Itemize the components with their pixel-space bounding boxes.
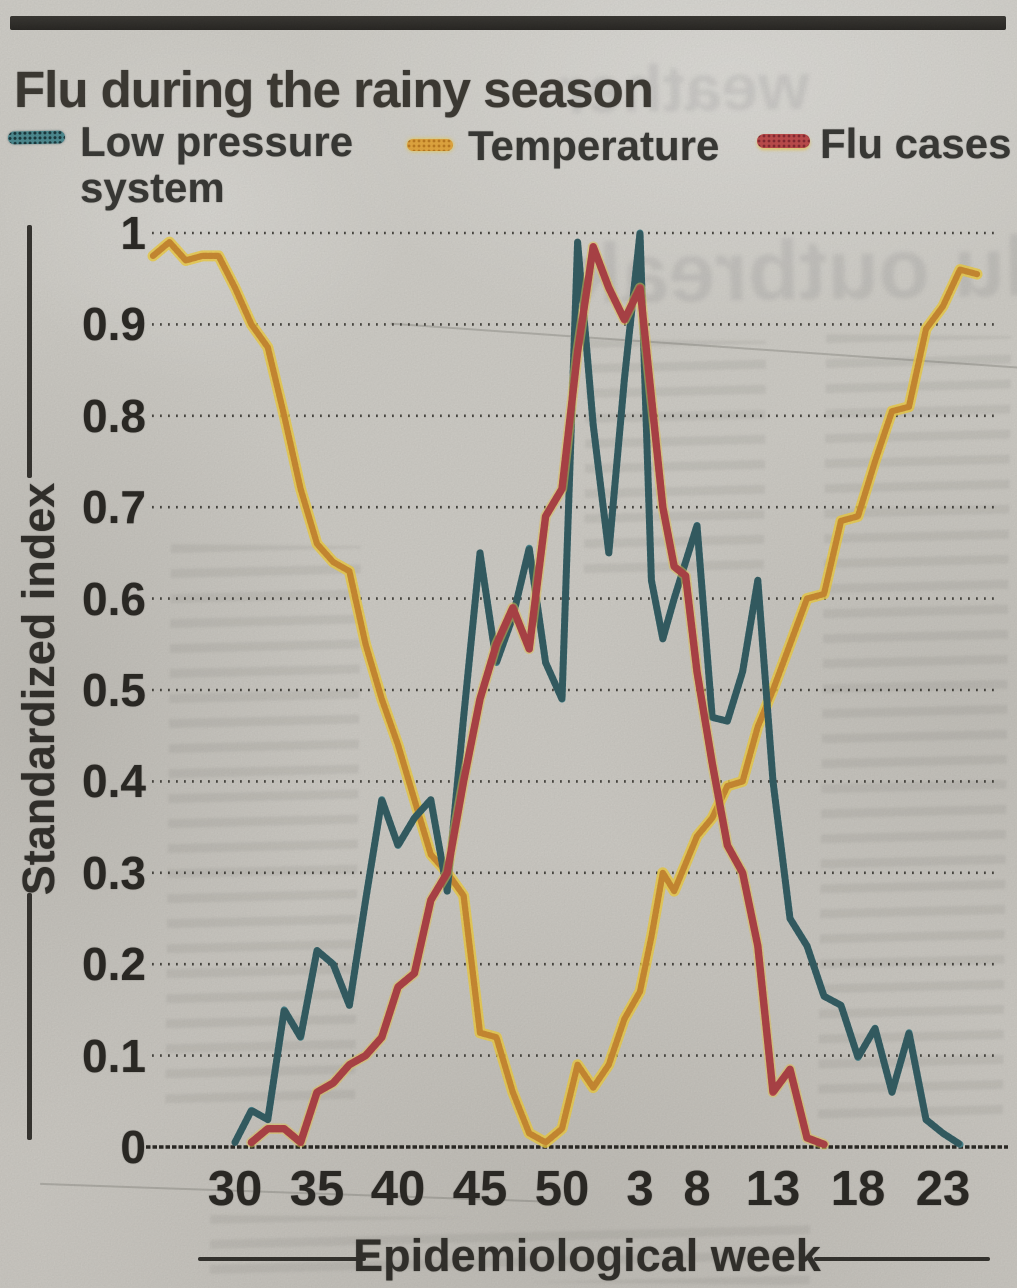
- y-tick-0.5: 0.5: [82, 664, 146, 716]
- series-temperature-texture: [149, 239, 981, 1146]
- y-tick-0.4: 0.4: [82, 755, 146, 808]
- series-temperature-line: [147, 236, 983, 1148]
- legend-label-low-pressure-line1: Low pressure: [80, 118, 354, 165]
- legend-label-flu-cases: Flu cases: [820, 120, 1012, 167]
- y-tick-0.7: 0.7: [82, 481, 146, 534]
- y-tick-0.9: 0.9: [82, 298, 146, 351]
- bleedthrough-column-left: [165, 544, 361, 1106]
- series-flu-cases-line: [246, 241, 830, 1150]
- legend-swatch-temperature-icon: [407, 139, 453, 151]
- y-tick-0.2: 0.2: [82, 938, 146, 991]
- y-tick-0.1: 0.1: [82, 1029, 146, 1082]
- y-tick-0: 0: [120, 1121, 146, 1173]
- y-tick-1: 1: [120, 207, 146, 259]
- top-rule: [10, 16, 1006, 30]
- x-axis-title: Epidemiological week: [353, 1230, 821, 1281]
- y-tick-0.8: 0.8: [82, 389, 146, 442]
- paper-crease-1: [390, 322, 1017, 370]
- series-flu-cases-texture: [247, 242, 828, 1149]
- x-tick-23: 23: [915, 1162, 971, 1216]
- legend-swatch-low-pressure-icon: [7, 130, 66, 145]
- bleedthrough-headline-mid: flu outbreak: [574, 218, 1017, 322]
- legend-label-temperature: Temperature: [468, 122, 720, 169]
- bleedthrough-column-right: [817, 334, 1012, 1126]
- series-temperature-texture: [149, 239, 981, 1146]
- page-title: Flu during the rainy season: [14, 61, 654, 118]
- y-tick-0.6: 0.6: [82, 572, 146, 625]
- legend-swatch-flu-cases-icon: [757, 134, 810, 148]
- legend-label-low-pressure-line2: system: [80, 164, 225, 211]
- x-axis-rule-right: [814, 1257, 990, 1261]
- series-low-pressure-system-texture: [231, 229, 964, 1148]
- y-axis-rule-bottom: [27, 893, 32, 1140]
- series-low-pressure-system-line: [231, 229, 964, 1148]
- series-flu-cases-texture: [247, 242, 828, 1149]
- bleedthrough-column-mid: [583, 339, 767, 581]
- y-tick-0.3: 0.3: [82, 846, 146, 899]
